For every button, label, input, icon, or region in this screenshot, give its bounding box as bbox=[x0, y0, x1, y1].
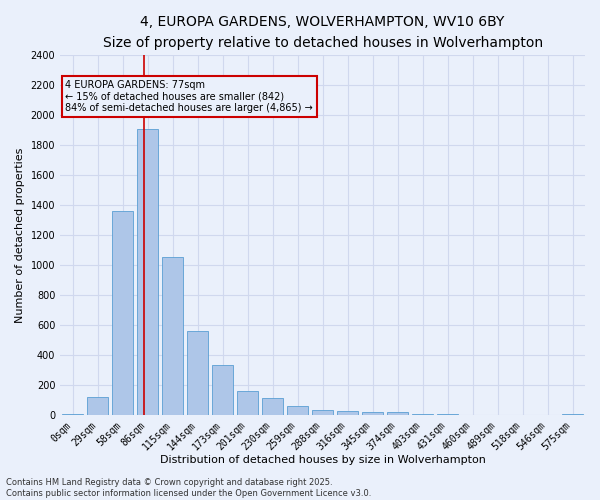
Bar bbox=[337, 411, 358, 416]
Bar bbox=[62, 414, 83, 416]
Bar bbox=[137, 128, 158, 416]
Bar bbox=[437, 414, 458, 416]
Bar bbox=[162, 257, 183, 416]
Bar bbox=[212, 365, 233, 416]
Bar bbox=[237, 390, 258, 415]
Bar bbox=[562, 414, 583, 416]
Text: Contains HM Land Registry data © Crown copyright and database right 2025.
Contai: Contains HM Land Registry data © Crown c… bbox=[6, 478, 371, 498]
Bar bbox=[112, 211, 133, 416]
Bar bbox=[287, 406, 308, 416]
Bar bbox=[362, 412, 383, 416]
Bar bbox=[187, 332, 208, 415]
Bar bbox=[262, 398, 283, 415]
Bar bbox=[487, 414, 508, 416]
Bar bbox=[512, 414, 533, 416]
Title: 4, EUROPA GARDENS, WOLVERHAMPTON, WV10 6BY
Size of property relative to detached: 4, EUROPA GARDENS, WOLVERHAMPTON, WV10 6… bbox=[103, 15, 542, 50]
Y-axis label: Number of detached properties: Number of detached properties bbox=[15, 148, 25, 323]
X-axis label: Distribution of detached houses by size in Wolverhampton: Distribution of detached houses by size … bbox=[160, 455, 485, 465]
Bar bbox=[312, 410, 333, 416]
Bar bbox=[412, 414, 433, 416]
Bar bbox=[387, 412, 408, 416]
Bar bbox=[462, 414, 483, 416]
Text: 4 EUROPA GARDENS: 77sqm
← 15% of detached houses are smaller (842)
84% of semi-d: 4 EUROPA GARDENS: 77sqm ← 15% of detache… bbox=[65, 80, 313, 114]
Bar bbox=[87, 398, 108, 415]
